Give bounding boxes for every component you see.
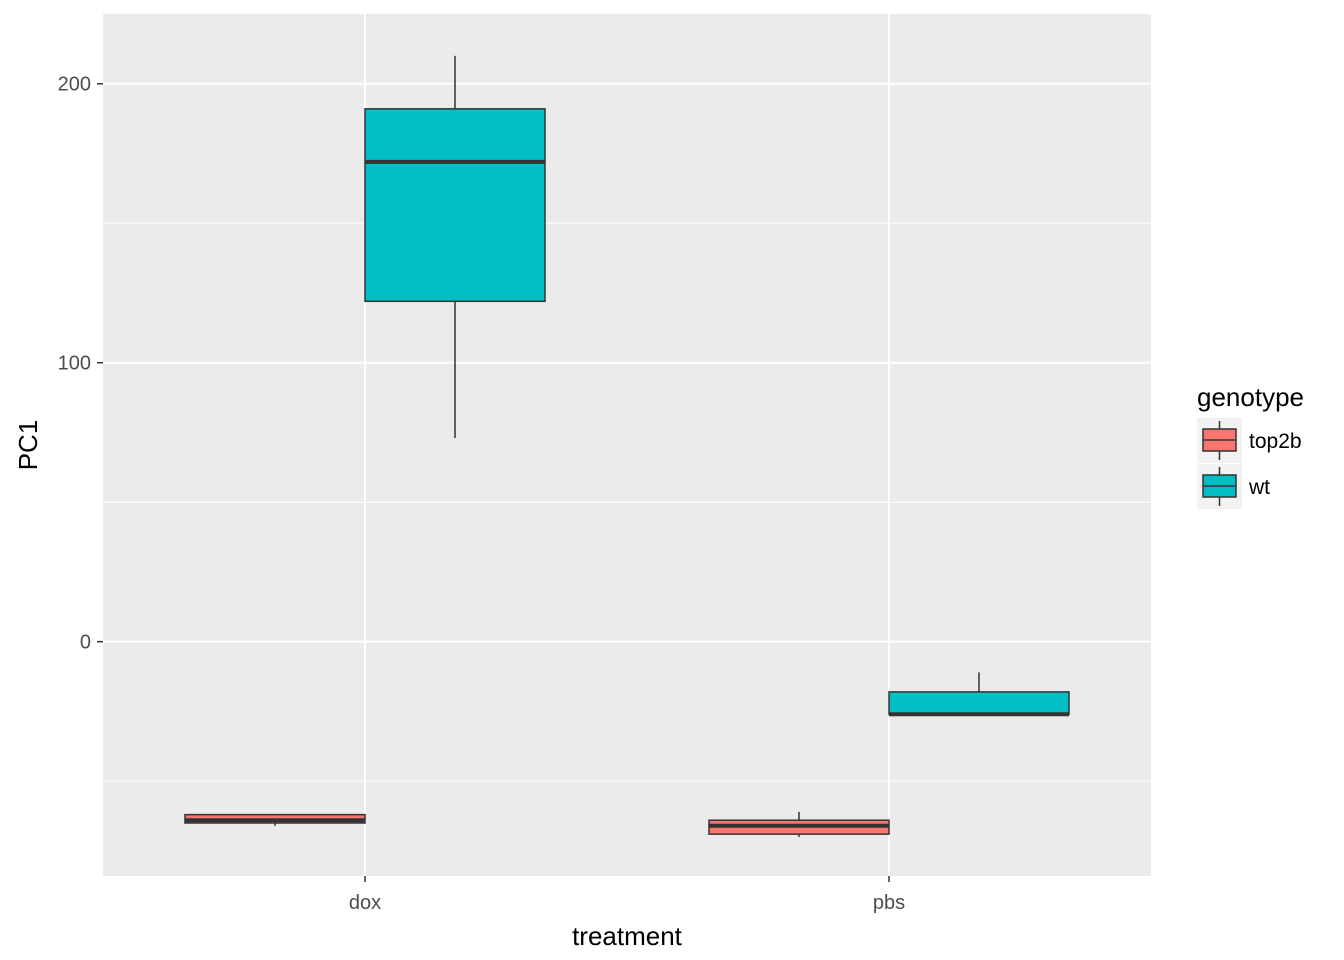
axis-ticks: 0 100 200 dox pbs <box>58 74 906 914</box>
plot-panel <box>103 14 1151 876</box>
legend-label: top2b <box>1249 430 1302 453</box>
legend: genotype top2b wt <box>1197 382 1304 509</box>
x-tick-label: dox <box>349 892 381 914</box>
box-iqr <box>888 691 1070 715</box>
x-tick-label: pbs <box>873 892 905 914</box>
box-top2b-pbs <box>708 811 890 837</box>
box-wt-dox <box>364 55 546 439</box>
box-wt-pbs <box>888 672 1070 717</box>
boxes-layer <box>184 55 1070 837</box>
box-iqr <box>364 108 546 303</box>
y-tick-label: 100 <box>58 353 91 375</box>
legend-entry-top2b: top2b <box>1197 418 1302 463</box>
y-axis-title: PC1 <box>13 420 43 471</box>
legend-entry-wt: wt <box>1197 464 1270 509</box>
legend-keys: top2b wt <box>1197 418 1302 509</box>
legend-label: wt <box>1248 476 1270 499</box>
y-tick-label: 0 <box>80 632 91 654</box>
y-tick-label: 200 <box>58 74 91 96</box>
x-axis-title: treatment <box>572 921 683 951</box>
box-top2b-dox <box>184 813 366 826</box>
legend-title: genotype <box>1197 382 1304 412</box>
